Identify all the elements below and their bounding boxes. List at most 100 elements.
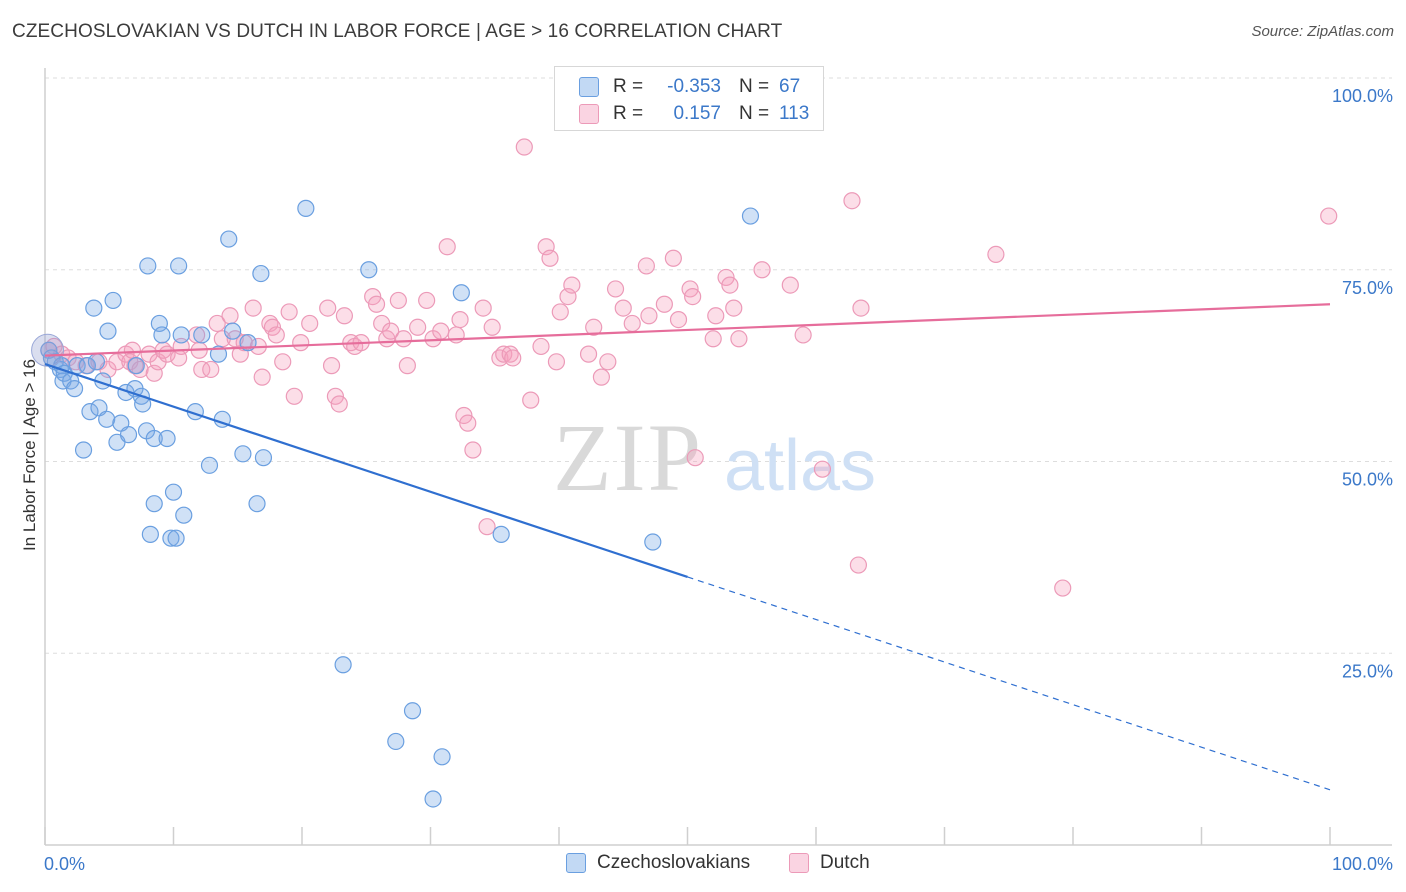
czech-point <box>145 495 163 513</box>
czech-point <box>360 261 378 279</box>
dutch-point <box>1054 579 1072 597</box>
dutch-point <box>707 307 725 325</box>
dutch-point <box>244 299 262 317</box>
dutch-point <box>623 314 641 333</box>
watermark-zip: ZIP <box>553 404 703 511</box>
dutch-point <box>418 291 436 310</box>
dutch-point <box>614 299 632 317</box>
dutch-point <box>267 326 285 344</box>
dutch-point <box>193 360 211 379</box>
czech-point <box>209 345 228 363</box>
czech-point <box>78 357 97 375</box>
dutch-point <box>438 238 456 256</box>
dutch-point <box>781 276 799 294</box>
y-tick-label: 50.0% <box>1342 470 1393 490</box>
dutch-point <box>721 276 739 294</box>
czech-point <box>433 748 451 766</box>
czech-point <box>234 445 252 463</box>
legend-row-czechoslovakians: R = -0.353 N = 67 <box>579 75 800 99</box>
czech-point <box>65 380 84 398</box>
dutch-point <box>515 138 533 156</box>
legend-item-czechoslovakians: Czechoslovakians <box>566 852 750 874</box>
dutch-point <box>202 360 220 379</box>
dutch-point <box>753 261 771 279</box>
dutch-point <box>640 307 658 325</box>
dutch-point <box>532 337 550 356</box>
czech-point <box>424 790 442 808</box>
dutch-point <box>686 449 704 467</box>
dutch-point <box>292 334 310 352</box>
dutch-point <box>563 276 581 294</box>
source-label: Source: ZipAtlas.com <box>1251 23 1394 40</box>
dutch-point <box>592 368 611 386</box>
y-tick-label: 75.0% <box>1342 278 1393 298</box>
dutch-swatch <box>789 853 809 873</box>
dutch-point <box>599 353 617 371</box>
x-tick-label: 100.0% <box>1332 854 1393 874</box>
n-value: 67 <box>779 76 801 97</box>
czech-point <box>85 299 103 317</box>
czech-point <box>200 456 219 474</box>
legend-item-dutch: Dutch <box>789 852 870 874</box>
czech-point <box>99 322 117 340</box>
dutch-point <box>459 414 477 432</box>
watermark-atlas: atlas <box>724 426 876 506</box>
legend-label: Dutch <box>820 852 870 873</box>
r-label: R = <box>613 103 644 124</box>
czech-point <box>220 230 238 248</box>
dutch-point <box>637 257 655 275</box>
dutch-point <box>322 357 341 375</box>
dutch-trend-line <box>44 303 1331 357</box>
r-value: -0.353 <box>667 76 721 97</box>
czech-trend-extension <box>687 576 1331 791</box>
n-value: 113 <box>779 103 810 124</box>
czech-point <box>167 529 185 547</box>
x-tick-label: 0.0% <box>44 854 85 874</box>
czech-point <box>252 264 270 283</box>
legend-label: Czechoslovakians <box>597 852 751 873</box>
dutch-point <box>123 341 141 359</box>
dutch-point <box>280 303 298 321</box>
czech-point <box>334 656 352 674</box>
dutch-point <box>432 322 450 340</box>
dutch-point <box>852 299 870 317</box>
dutch-point <box>813 460 832 478</box>
czech-point <box>492 525 510 543</box>
czech-point <box>158 429 176 448</box>
czech-point <box>170 257 188 275</box>
czech-point <box>87 353 106 371</box>
dutch-point <box>684 287 702 306</box>
czech-point <box>127 357 145 375</box>
czech-point <box>403 702 422 720</box>
dutch-point <box>285 387 303 405</box>
dutch-point <box>464 441 482 459</box>
dutch-point <box>730 330 748 348</box>
czech-point <box>248 495 266 513</box>
dutch-point <box>704 330 722 348</box>
watermark: ZIP atlas <box>553 404 876 511</box>
czech-point <box>452 284 470 302</box>
dutch-point <box>579 345 598 363</box>
czech-point <box>98 410 116 428</box>
czech-point <box>141 525 159 543</box>
dutch-point <box>382 322 400 340</box>
dutch-point <box>394 330 413 348</box>
czech-point <box>254 449 273 467</box>
czech-point <box>139 257 157 275</box>
dutch-point <box>547 353 566 371</box>
czech-point <box>741 207 760 225</box>
czech-point <box>387 732 405 751</box>
dutch-point <box>495 345 513 363</box>
dutch-point <box>389 291 407 310</box>
czech-point <box>162 529 180 547</box>
tick-labels: 25.0% 50.0% 75.0% 100.0% 0.0% 100.0% <box>44 86 1393 874</box>
dutch-point <box>541 249 559 267</box>
dutch-point <box>843 192 861 210</box>
cluster-point <box>31 333 65 367</box>
dutch-point <box>474 299 492 317</box>
n-label: N = <box>739 76 770 97</box>
series-dutch <box>40 138 1338 597</box>
y-tick-label: 100.0% <box>1332 86 1393 106</box>
czech-point <box>172 326 190 344</box>
